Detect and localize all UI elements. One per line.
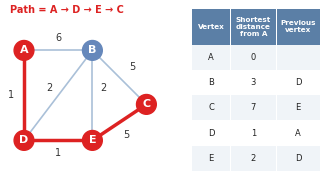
Circle shape bbox=[83, 130, 102, 150]
Text: E: E bbox=[209, 154, 214, 163]
Text: 1: 1 bbox=[251, 129, 256, 138]
Text: A: A bbox=[295, 129, 301, 138]
Text: 5: 5 bbox=[129, 62, 135, 72]
Text: Previous
vertex: Previous vertex bbox=[281, 20, 316, 33]
Bar bbox=[277, 70, 320, 95]
Text: A: A bbox=[20, 45, 28, 55]
Bar bbox=[192, 45, 230, 70]
Text: C: C bbox=[142, 99, 150, 109]
Text: Vertex: Vertex bbox=[198, 24, 225, 30]
Bar bbox=[231, 70, 276, 95]
Bar bbox=[231, 146, 276, 171]
Bar bbox=[277, 9, 320, 45]
Text: B: B bbox=[208, 78, 214, 87]
Text: C: C bbox=[208, 103, 214, 112]
Text: D: D bbox=[20, 135, 28, 145]
Bar bbox=[192, 9, 230, 45]
Bar bbox=[277, 45, 320, 70]
Bar bbox=[192, 95, 230, 120]
Bar bbox=[277, 120, 320, 146]
Bar bbox=[231, 45, 276, 70]
Text: Path = A → D → E → C: Path = A → D → E → C bbox=[10, 5, 124, 15]
Bar bbox=[231, 9, 276, 45]
Text: E: E bbox=[296, 103, 301, 112]
Text: 2: 2 bbox=[100, 83, 106, 93]
Text: E: E bbox=[89, 135, 96, 145]
Bar bbox=[192, 146, 230, 171]
Bar bbox=[192, 70, 230, 95]
Text: D: D bbox=[208, 129, 214, 138]
Text: 2: 2 bbox=[251, 154, 256, 163]
Circle shape bbox=[14, 130, 34, 150]
Text: 5: 5 bbox=[124, 130, 130, 140]
Circle shape bbox=[14, 40, 34, 60]
Circle shape bbox=[137, 94, 156, 114]
Text: 1: 1 bbox=[55, 148, 61, 158]
Text: 1: 1 bbox=[8, 90, 14, 100]
Text: D: D bbox=[295, 154, 301, 163]
Text: 7: 7 bbox=[251, 103, 256, 112]
Bar bbox=[277, 95, 320, 120]
Bar bbox=[277, 146, 320, 171]
Bar bbox=[192, 120, 230, 146]
Text: 2: 2 bbox=[46, 83, 52, 93]
Text: A: A bbox=[208, 53, 214, 62]
Bar bbox=[231, 95, 276, 120]
Text: Shortest
distance
from A: Shortest distance from A bbox=[236, 17, 271, 37]
Text: 0: 0 bbox=[251, 53, 256, 62]
Text: 6: 6 bbox=[55, 33, 61, 43]
Text: 3: 3 bbox=[251, 78, 256, 87]
Circle shape bbox=[83, 40, 102, 60]
Text: D: D bbox=[295, 78, 301, 87]
Bar bbox=[231, 120, 276, 146]
Text: B: B bbox=[88, 45, 97, 55]
